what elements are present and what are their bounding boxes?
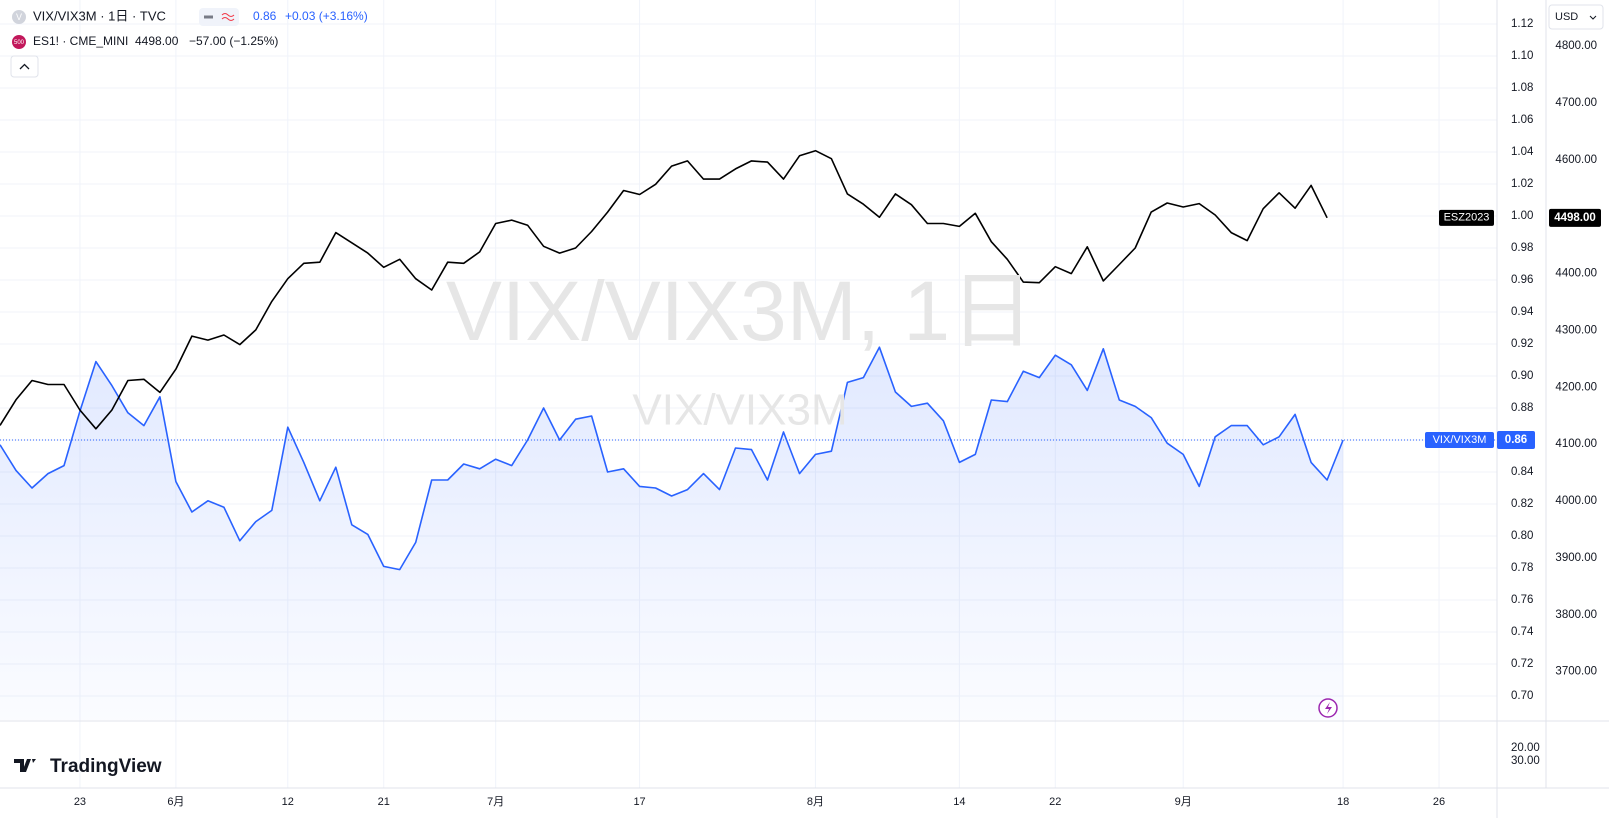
currency-caret	[1589, 15, 1597, 20]
x-tick-label: 21	[378, 796, 390, 808]
y2-tick-label: 3900.00	[1555, 552, 1597, 564]
collapse-icon	[19, 63, 30, 70]
y-tick-label: 1.00	[1511, 210, 1533, 222]
price-badge-label: 4498.00	[1554, 212, 1596, 224]
y-tick-label: 0.84	[1511, 466, 1534, 478]
y-tick-label: 1.04	[1511, 146, 1534, 158]
y-tick-label: 0.82	[1511, 498, 1533, 510]
currency-button[interactable]	[1548, 4, 1604, 30]
series-name-badge	[1439, 209, 1494, 226]
x-tick-label: 7月	[487, 796, 504, 808]
price-badge-label: 0.86	[1505, 434, 1527, 446]
x-tick-label: 23	[74, 796, 86, 808]
y-tick-label: 0.92	[1511, 338, 1533, 350]
status-badge[interactable]	[199, 8, 239, 26]
y2-tick-label: 4300.00	[1555, 324, 1597, 336]
y-tick-label: 0.74	[1511, 626, 1534, 638]
y-tick-label: 0.70	[1511, 690, 1533, 702]
pane-tick-label: 20.00	[1511, 742, 1540, 754]
y2-tick-label: 4000.00	[1555, 495, 1597, 507]
series-name: ESZ2023	[1444, 212, 1490, 224]
compare-price: 4498.00	[135, 34, 179, 48]
symbol-price: 0.86	[253, 9, 277, 23]
compare-icon	[12, 35, 26, 49]
x-tick-label: 17	[633, 796, 645, 808]
symbol-change: +0.03 (+3.16%)	[285, 9, 368, 23]
y-tick-label: 1.02	[1511, 178, 1533, 190]
logo-icon	[14, 759, 36, 772]
y-tick-label: 1.08	[1511, 82, 1533, 94]
y-tick-label: 0.80	[1511, 530, 1533, 542]
x-tick-label: 9月	[1175, 796, 1192, 808]
x-tick-label: 8月	[807, 796, 824, 808]
y-tick-label: 1.12	[1511, 18, 1533, 30]
y-tick-label: 0.90	[1511, 370, 1533, 382]
y-tick-label: 1.10	[1511, 50, 1533, 62]
logo-text[interactable]: TradingView	[50, 756, 162, 777]
collapse-button[interactable]	[10, 55, 39, 78]
series-name-badge	[1425, 432, 1494, 448]
alert-icon-bolt	[1325, 702, 1332, 714]
y-tick-label: 1.06	[1511, 114, 1533, 126]
y2-tick-label: 4600.00	[1555, 154, 1597, 166]
symbol-icon	[12, 10, 26, 24]
x-tick-label: 14	[953, 796, 965, 808]
x-tick-label: 26	[1433, 796, 1445, 808]
y2-tick-label: 4100.00	[1555, 438, 1597, 450]
status-icon	[204, 15, 213, 19]
y2-tick-label: 4700.00	[1555, 97, 1597, 109]
x-tick-label: 6月	[167, 796, 184, 808]
symbol-title[interactable]: VIX/VIX3M · 1日 · TVC	[33, 8, 166, 23]
y2-tick-label: 3700.00	[1555, 666, 1597, 678]
compare-symbol[interactable]: ES1! · CME_MINI	[33, 34, 128, 48]
series-name: VIX/VIX3M	[1433, 434, 1487, 446]
x-tick-label: 18	[1337, 796, 1349, 808]
y-tick-label: 0.98	[1511, 242, 1533, 254]
compare-icon-label: 500	[14, 40, 25, 46]
x-tick-label: 22	[1049, 796, 1061, 808]
y2-tick-label: 3800.00	[1555, 609, 1597, 621]
x-tick-label: 12	[282, 796, 294, 808]
status-icon	[221, 13, 235, 21]
series-line	[0, 149, 1328, 430]
compare-change: −57.00 (−1.25%)	[189, 34, 278, 48]
watermark-title: VIX/VIX3M, 1日	[446, 264, 1034, 358]
symbol-icon-letter: V	[16, 12, 22, 22]
y2-tick-label: 4400.00	[1555, 268, 1597, 280]
y-tick-label: 0.72	[1511, 658, 1533, 670]
y2-tick-label: 4200.00	[1555, 381, 1597, 393]
y-tick-label: 0.96	[1511, 274, 1533, 286]
y-tick-label: 0.76	[1511, 594, 1533, 606]
y-tick-label: 0.94	[1511, 306, 1534, 318]
y2-tick-label: 4800.00	[1555, 40, 1597, 52]
y-tick-label: 0.78	[1511, 562, 1533, 574]
watermark-subtitle: VIX/VIX3M	[632, 386, 847, 435]
currency-label: USD	[1555, 11, 1578, 23]
pane-tick-label: 30.00	[1511, 755, 1540, 767]
price-badge	[1497, 431, 1535, 449]
series-line	[0, 346, 1344, 571]
price-badge	[1549, 208, 1601, 227]
area-fill	[0, 347, 1344, 720]
y-tick-label: 0.88	[1511, 402, 1533, 414]
